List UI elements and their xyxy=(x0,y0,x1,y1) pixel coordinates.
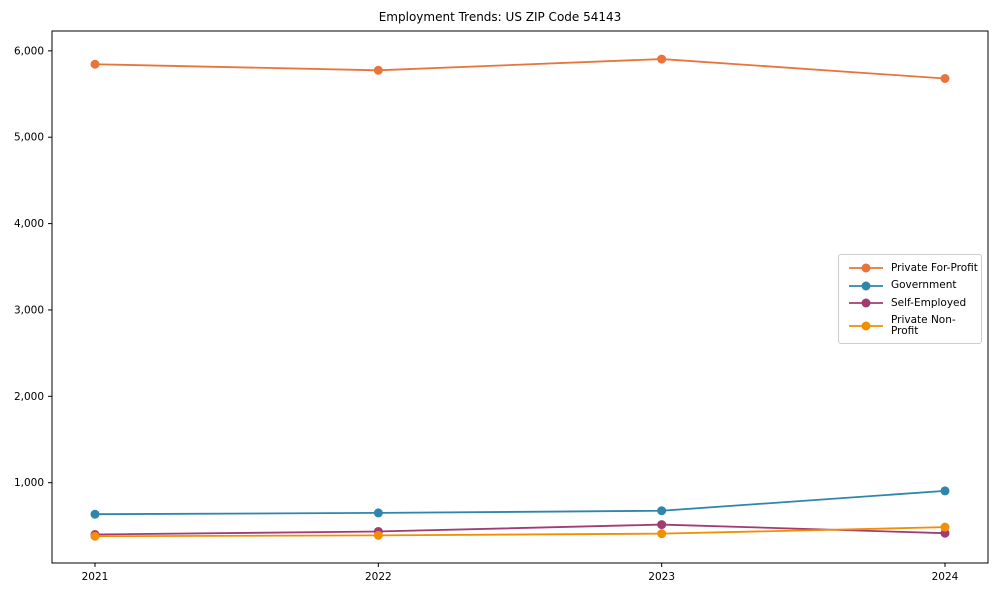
legend-marker-icon xyxy=(849,263,883,273)
svg-text:2022: 2022 xyxy=(365,571,392,583)
svg-text:2021: 2021 xyxy=(82,571,109,583)
svg-text:6,000: 6,000 xyxy=(14,45,44,57)
legend-marker-icon xyxy=(849,281,883,291)
svg-text:2024: 2024 xyxy=(932,571,959,583)
legend-item: Government xyxy=(839,280,981,292)
svg-text:5,000: 5,000 xyxy=(14,132,44,144)
legend-item: Private For-Profit xyxy=(839,262,981,274)
legend-item: Private Non-Profit xyxy=(839,315,981,336)
legend-marker-icon xyxy=(849,298,883,308)
svg-text:1,000: 1,000 xyxy=(14,477,44,489)
svg-text:4,000: 4,000 xyxy=(14,218,44,230)
svg-text:2023: 2023 xyxy=(648,571,675,583)
svg-text:3,000: 3,000 xyxy=(14,304,44,316)
chart-title: Employment Trends: US ZIP Code 54143 xyxy=(378,10,622,24)
legend-item-label: Government xyxy=(891,279,957,292)
legend-item-label: Private For-Profit xyxy=(891,261,978,274)
legend-marker-icon xyxy=(849,321,883,331)
legend: Private For-Profit Government Self-Emplo… xyxy=(838,254,982,344)
legend-item: Self-Employed xyxy=(839,297,981,309)
legend-item-label: Self-Employed xyxy=(891,297,967,310)
svg-text:2,000: 2,000 xyxy=(14,391,44,403)
legend-item-label: Private Non-Profit xyxy=(891,314,956,337)
